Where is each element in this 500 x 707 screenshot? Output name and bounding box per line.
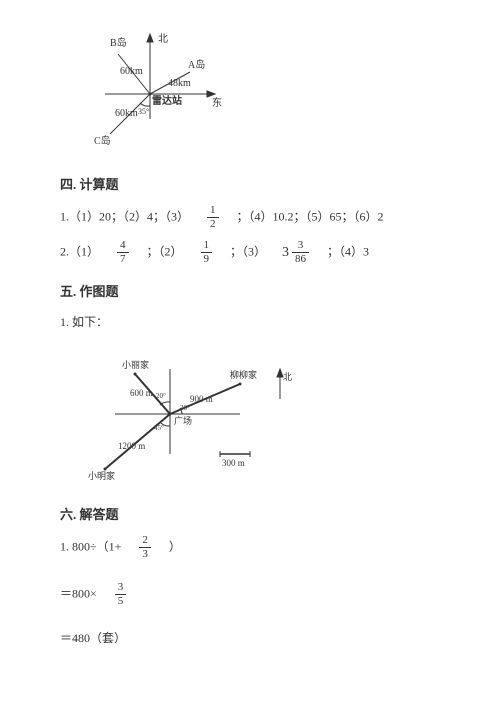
label-48: 48km [168,78,191,89]
label-north: 北 [158,33,168,45]
q6-1-line3: ＝480（套） [60,629,440,646]
q4-2-prefix: 2.（1） [60,244,99,258]
label-a: A岛 [188,58,205,71]
frac-3-5: 3 5 [115,582,127,607]
q6-1-line1: 1. 800÷（1+ 2 3 ） [60,535,440,560]
label-angle35: 35° [138,107,149,116]
diagram-map: 小丽家 柳柳家 小明家 广场 北 600 m 900 m 1200 m 300 … [80,344,440,488]
label-60a: 60km [120,66,143,77]
d2-300: 300 m [222,458,245,468]
section-6-title: 六. 解答题 [60,504,440,523]
d2-900: 900 m [190,394,213,404]
q4-1-mid: ；（4）10.2；（5）65；（6）2 [237,209,384,223]
diagram-radar-station: 北 东 B岛 A岛 C岛 60km 60km 48km 35° 雷达站 [80,24,440,158]
section-4-title: 四. 计算题 [60,174,440,193]
d2-a20: 20° [156,392,166,400]
label-east: 东 [212,96,222,109]
d2-a45: 45° [154,424,164,432]
label-b: B岛 [110,36,127,49]
q6-1-line2: ＝800× 3 5 [60,582,440,607]
q4-1: 1.（1）20；（2）4；（3） 1 2 ；（4）10.2；（5）65；（6）2 [60,205,440,230]
q4-2: 2.（1） 4 7 ；（2） 1 9 ；（3） 3 3 86 ；（4）3 [60,240,440,265]
section-5-title: 五. 作图题 [60,281,440,300]
frac-2-3: 2 3 [139,535,151,560]
d2-center: 广场 [174,415,192,426]
q5-1: 1. 如下： [60,312,440,334]
d2-600: 600 m [130,388,153,398]
mixed-3-3-86: 3 3 86 [282,240,311,265]
label-station: 雷达站 [152,94,182,107]
d2-top: 小丽家 [122,359,149,370]
label-c: C岛 [94,134,111,147]
d2-right: 柳柳家 [230,369,257,380]
label-60b: 60km [115,108,138,119]
frac-4-7: 4 7 [117,240,129,265]
d2-a30: 30° [180,404,190,412]
q4-1-prefix: 1.（1）20；（2）4；（3） [60,209,189,223]
frac-1-9: 1 9 [201,240,213,265]
d2-botleft: 小明家 [88,470,115,481]
frac-1-2: 1 2 [207,205,219,230]
d2-1200: 1200 m [118,441,145,451]
d2-north: 北 [283,372,292,382]
